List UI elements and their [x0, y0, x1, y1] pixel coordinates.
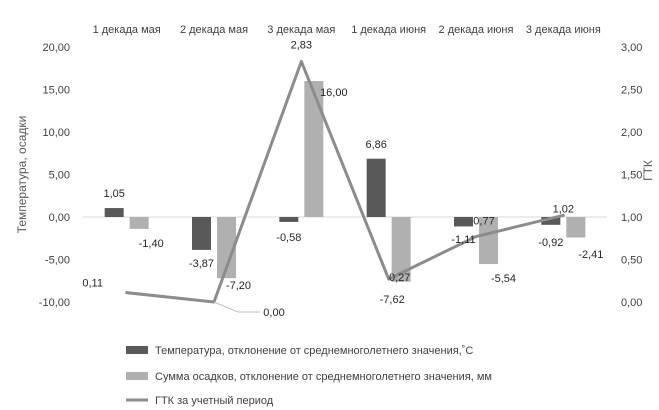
precipitation-data-label: -5,54 [491, 273, 516, 285]
precipitation-bar [391, 217, 411, 282]
temperature-bar [366, 158, 386, 217]
category-label: 2 декада июня [439, 24, 514, 36]
precipitation-bar [129, 217, 149, 229]
precipitation-data-label: -7,62 [380, 294, 405, 306]
y-tick-label: 20,00 [42, 42, 70, 54]
y-tick-label: 5,00 [49, 170, 70, 182]
category-label: 1 декада июня [351, 24, 426, 36]
y-tick-label: -10,00 [39, 297, 70, 309]
temperature-bar [454, 217, 473, 227]
y-tick-label: 10,00 [42, 127, 70, 139]
legend-entry: Сумма осадков, отклонение от среднемного… [155, 371, 492, 383]
temperature-bar [192, 217, 211, 250]
precipitation-bar [304, 81, 324, 217]
gtk-data-label: 2,83 [291, 39, 312, 51]
legend-entry: ГТК за учетный период [155, 395, 274, 407]
legend-entry: Температура, отклонение от среднемноголе… [155, 345, 473, 357]
temperature-data-label: -3,87 [189, 258, 214, 270]
y-axis-title: Температура, осадки [15, 116, 29, 234]
gtk-data-label: 0,00 [263, 307, 284, 319]
y2-tick-label: 1,50 [621, 170, 642, 182]
temperature-data-label: 6,86 [365, 139, 386, 151]
y-tick-label: -5,00 [45, 255, 70, 267]
temperature-data-label: -1,11 [451, 234, 475, 246]
y2-tick-label: 2,00 [621, 127, 642, 139]
category-label: 2 декада мая [180, 24, 248, 36]
gtk-data-label: 1,02 [553, 203, 574, 215]
precipitation-bar [566, 217, 586, 238]
gtk-data-label: 0,77 [473, 216, 494, 228]
gtk-line [125, 59, 565, 304]
precipitation-data-label: -1,40 [139, 238, 164, 250]
y-tick-label: 0,00 [49, 212, 70, 224]
temperature-bar [104, 208, 124, 217]
category-label: 3 декада июня [526, 24, 601, 36]
temperature-bar [541, 217, 561, 225]
y2-tick-label: 0,50 [621, 255, 642, 267]
y2-tick-label: 0,00 [621, 297, 642, 309]
gtk-data-label: 0,11 [82, 278, 103, 290]
precipitation-data-label: 16,00 [320, 87, 348, 99]
temperature-bar [279, 217, 299, 222]
temperature-data-label: -0,92 [538, 237, 563, 249]
precipitation-bar [217, 217, 236, 279]
y2-tick-label: 1,00 [621, 212, 642, 224]
precipitation-data-label: -7,20 [226, 280, 251, 292]
temperature-data-label: 1,05 [103, 188, 124, 200]
y2-axis-title: ГТК [641, 160, 655, 181]
data-label-leader [213, 301, 260, 313]
y2-tick-label: 2,50 [621, 85, 642, 97]
category-label: 3 декада мая [267, 24, 335, 36]
precipitation-bar [479, 217, 498, 265]
y-tick-label: 15,00 [42, 85, 70, 97]
y2-tick-label: 3,00 [621, 42, 642, 54]
gtk-data-label: 0,27 [389, 272, 410, 284]
temperature-data-label: -0,58 [276, 232, 301, 244]
legend-precipitation-swatch [126, 372, 148, 380]
legend-temperature-swatch [126, 346, 148, 354]
category-label: 1 декада мая [93, 24, 161, 36]
precipitation-data-label: -2,41 [578, 249, 603, 261]
